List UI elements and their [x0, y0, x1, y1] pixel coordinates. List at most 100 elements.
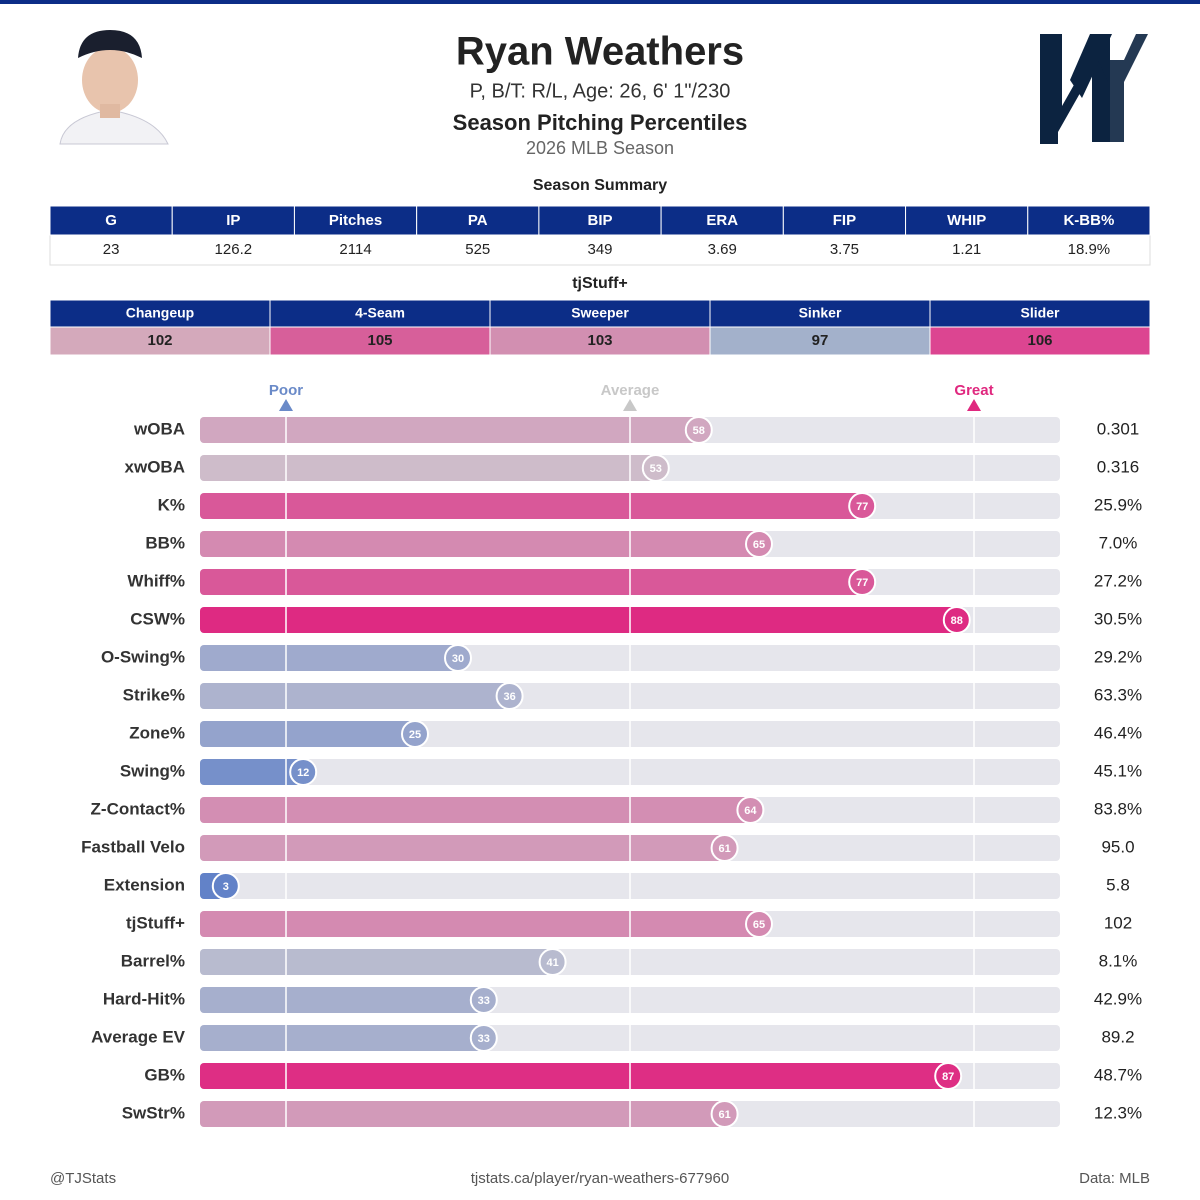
category-label: BB%: [145, 533, 185, 552]
stat-value: 102: [1104, 913, 1132, 932]
stat-value: 63.3%: [1094, 685, 1142, 704]
category-label: Extension: [104, 875, 185, 894]
table-header: Changeup: [126, 305, 194, 321]
percentile-dot: [745, 530, 773, 558]
table-header-cell: [489, 299, 711, 328]
percentile-dot: [495, 682, 524, 710]
table-cell: 3.69: [708, 241, 737, 258]
table-cell: 1.21: [952, 241, 981, 258]
percentile-dot: [736, 796, 765, 824]
stat-value: 95.0: [1101, 837, 1134, 856]
table-header-cell: [293, 205, 418, 236]
stat-value: 46.4%: [1094, 723, 1142, 742]
percentile-dot: [710, 1100, 739, 1128]
season-label: 2026 MLB Season: [526, 138, 674, 158]
table-header-cell: [416, 205, 540, 236]
table-cell: 105: [367, 332, 392, 349]
table-header-cell: [49, 205, 173, 236]
stat-value: 29.2%: [1094, 647, 1142, 666]
stat-value: 27.2%: [1094, 571, 1142, 590]
percentile-label: 41: [546, 957, 558, 969]
table-cell: 106: [1027, 332, 1052, 349]
percentile-label: 12: [297, 767, 309, 779]
section-title: tjStuff+: [572, 275, 628, 292]
category-label: GB%: [144, 1065, 185, 1084]
footer-center: tjstats.ca/player/ryan-weathers-677960: [471, 1170, 729, 1187]
stat-value: 12.3%: [1094, 1103, 1142, 1122]
percentile-dot: [684, 416, 713, 444]
stat-value: 5.8: [1106, 875, 1130, 894]
category-label: Swing%: [120, 761, 185, 780]
category-label: Fastball Velo: [81, 837, 185, 856]
bar: [200, 1063, 949, 1089]
player-name: Ryan Weathers: [456, 30, 744, 74]
stat-value: 45.1%: [1094, 761, 1142, 780]
percentile-dot: [710, 834, 739, 862]
bar: [200, 531, 759, 557]
table-header-cell: [171, 205, 295, 236]
bar: [200, 911, 759, 937]
bar: [200, 797, 751, 823]
table-header: ERA: [706, 212, 738, 229]
bar: [200, 417, 699, 443]
table-cell: 349: [587, 241, 612, 258]
table-cell: 3.75: [830, 241, 859, 258]
stat-value: 83.8%: [1094, 799, 1142, 818]
stat-value: 25.9%: [1094, 495, 1142, 514]
percentile-label: 58: [693, 425, 705, 437]
percentile-label: 36: [503, 691, 515, 703]
table-cell-bg: [269, 326, 491, 356]
table-header: Pitches: [329, 212, 382, 229]
bar: [200, 835, 725, 861]
table-cell: 102: [147, 332, 172, 349]
team-logo: [1040, 34, 1148, 144]
player-headshot: [50, 26, 170, 145]
stat-value: 42.9%: [1094, 989, 1142, 1008]
bar: [200, 1101, 725, 1127]
percentile-label: 64: [744, 805, 757, 817]
category-label: Zone%: [129, 723, 185, 742]
reference-label: Average: [601, 382, 660, 399]
reference-label: Poor: [269, 382, 303, 399]
table-header-cell: [905, 205, 1029, 236]
table-header: Sinker: [799, 305, 842, 321]
table-header-cell: [782, 205, 907, 236]
bar: [200, 1025, 484, 1051]
stat-value: 30.5%: [1094, 609, 1142, 628]
table-cell: 97: [812, 332, 829, 349]
percentile-dot: [538, 948, 567, 976]
bar: [200, 949, 553, 975]
percentile-label: 61: [718, 1109, 730, 1121]
table-header: FIP: [833, 212, 856, 229]
percentile-dot: [641, 454, 670, 482]
bar: [200, 987, 484, 1013]
percentile-label: 65: [753, 539, 765, 551]
stat-value: 0.301: [1097, 419, 1140, 438]
table-cell: 18.9%: [1068, 241, 1111, 258]
table-header: 4-Seam: [355, 305, 405, 321]
reference-marker: [279, 399, 293, 411]
category-label: tjStuff+: [126, 913, 185, 932]
percentile-label: 30: [452, 653, 464, 665]
reference-marker: [967, 399, 981, 411]
footer-left: @TJStats: [50, 1170, 116, 1187]
top-band: [0, 0, 1200, 4]
category-label: Whiff%: [127, 571, 185, 590]
percentile-label: 88: [951, 615, 963, 627]
percentile-dot: [469, 1024, 498, 1052]
table-cell: 23: [103, 241, 120, 258]
table-header-cell: [269, 299, 491, 328]
table-cell-bg: [709, 326, 931, 356]
percentile-dot: [211, 872, 240, 900]
table-cell: 525: [465, 241, 490, 258]
category-label: Average EV: [91, 1027, 186, 1046]
percentile-label: 77: [856, 577, 868, 589]
player-info: P, B/T: R/L, Age: 26, 6' 1"/230: [470, 80, 731, 102]
chart-title: Season Pitching Percentiles: [453, 110, 748, 135]
table-header-cell: [709, 299, 931, 328]
table-header: PA: [468, 212, 488, 229]
reference-marker: [623, 399, 637, 411]
bar: [200, 569, 863, 595]
category-label: Hard-Hit%: [103, 989, 185, 1008]
percentile-dot: [942, 606, 971, 634]
